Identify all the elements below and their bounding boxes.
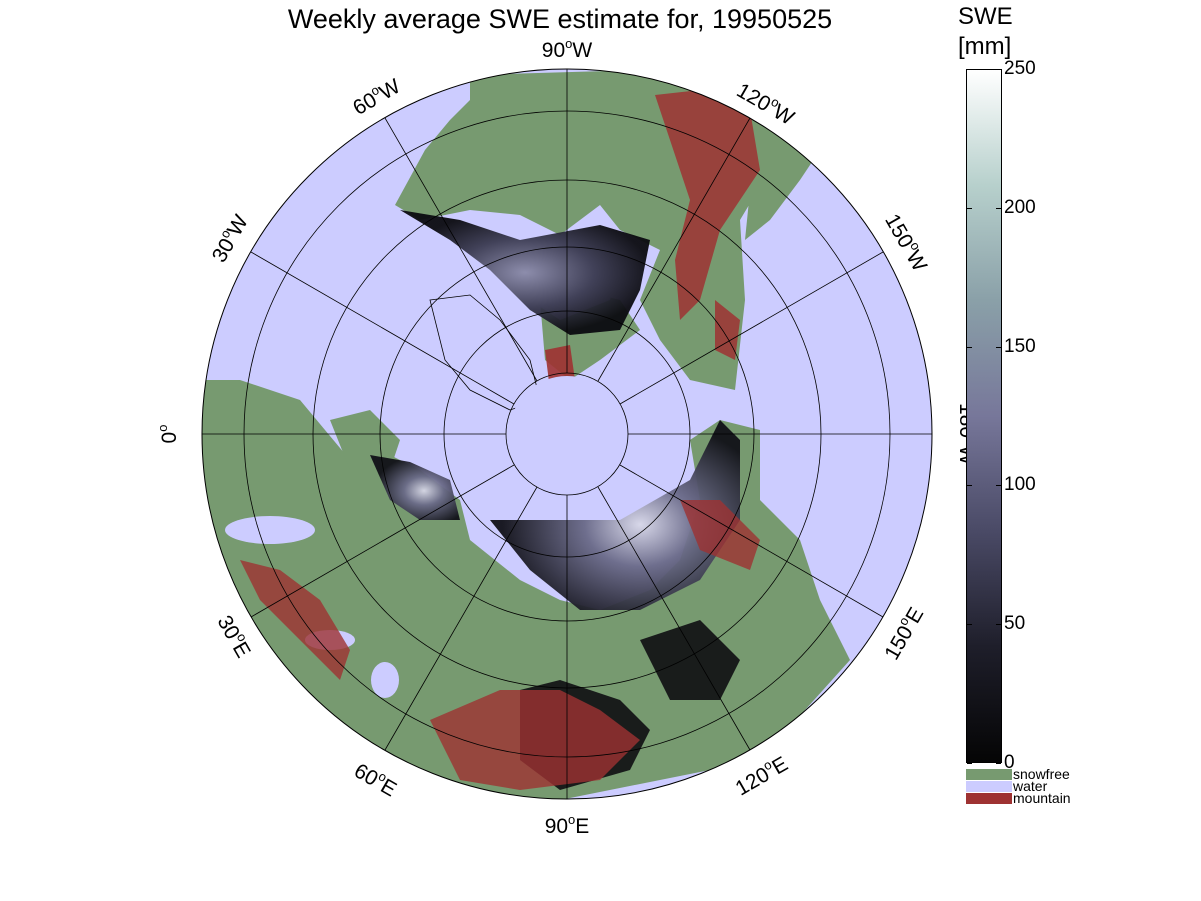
mountain-rockies: [655, 90, 760, 320]
lon-label-120e: 120oE: [730, 750, 792, 801]
legend-swatch-snowfree: [966, 769, 1012, 780]
sea-mediterranean: [225, 516, 315, 544]
lon-label-150w: 150oW: [880, 209, 934, 276]
mountain-alps-caucasus: [240, 560, 350, 680]
landmass-scandinavia: [330, 410, 400, 470]
lon-label-30w: 30oW: [205, 210, 253, 267]
colorbar-tick-left-mark: [967, 624, 972, 625]
mountain-himalaya: [430, 690, 640, 790]
sea-caspian: [371, 662, 399, 698]
colorbar-unit: [mm]: [958, 33, 1012, 60]
colorbar-tick-left-mark: [967, 485, 972, 486]
colorbar-tick-right-mark: [996, 624, 1001, 625]
colorbar-tick-label: 200: [1004, 196, 1036, 218]
map-frame: [201, 68, 933, 800]
legend-swatch-water: [966, 781, 1012, 792]
lon-label-30e: 30oE: [213, 610, 258, 662]
colorbar-tick-right-mark: [996, 69, 1001, 70]
longitude-labels: 90oW 120oW 150oW 180oW 150oE 120oE 90oE …: [155, 36, 981, 838]
colorbar-tick-label: 0: [1004, 752, 1015, 773]
swe-region-siberia: [490, 420, 740, 610]
pole-cap: [509, 376, 625, 492]
mountain-east-siberia: [680, 500, 760, 570]
landmass-east-us: [745, 92, 820, 240]
lon-label-0: 0o: [155, 425, 181, 444]
colorbar-tick-label: 50: [1004, 613, 1026, 635]
lon-label-90e: 90oE: [545, 812, 590, 838]
legend-label-snowfree: snowfree: [1013, 766, 1070, 782]
swe-region-scandinavia: [370, 455, 460, 520]
swe-region-canada: [400, 210, 650, 335]
colorbar: [966, 69, 1002, 763]
colorbar-tick-left-mark: [967, 347, 972, 348]
lon-label-90w: 90oW: [542, 36, 593, 62]
map-disk: [202, 69, 932, 799]
colorbar-tick-left-mark: [967, 208, 972, 209]
colorbar-tick-left-mark: [967, 763, 972, 764]
colorbar-title: SWE: [958, 3, 1013, 30]
colorbar-tick-label: 250: [1004, 58, 1036, 79]
graticule-meridians: [202, 69, 932, 799]
colorbar-tick-right-mark: [996, 208, 1001, 209]
legend-label-mountain: mountain: [1013, 790, 1071, 806]
legend-swatch-mountain: [966, 793, 1012, 804]
mountain-appalachians: [715, 300, 740, 360]
lon-label-60e: 60oE: [350, 757, 402, 802]
legend-label-water: water: [1013, 778, 1048, 794]
colorbar-tick-label: 100: [1004, 474, 1036, 496]
colorbar-tick-left-mark: [967, 69, 972, 70]
colorbar-tick-right-mark: [996, 347, 1001, 348]
colorbar-tick-right-mark: [996, 763, 1001, 764]
colorbar-tick-right-mark: [996, 485, 1001, 486]
map-title: Weekly average SWE estimate for, 1995052…: [287, 4, 833, 34]
colorbar-tick-label: 150: [1004, 335, 1036, 357]
